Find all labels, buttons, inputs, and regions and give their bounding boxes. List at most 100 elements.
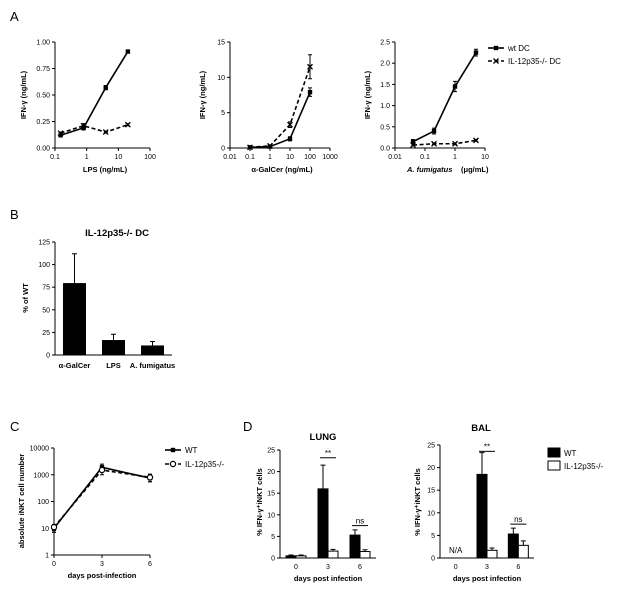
- chart-a2-ylabel: IFN-γ (ng/mL): [198, 70, 207, 119]
- chart-a2-series-0-point: [287, 136, 293, 142]
- chart-d2-sig-day3-label: **: [484, 442, 490, 451]
- chart-a1-series-0-line: [60, 51, 129, 137]
- chart-d1-errorbar: [288, 554, 294, 556]
- chart-a1-series-1-point: [102, 129, 109, 136]
- chart-d2-ytick-label: 20: [427, 465, 435, 472]
- chart-b-ytick-label: 100: [38, 262, 50, 269]
- chart-c-series-1-point: [146, 474, 154, 481]
- chart-a3-series-0-line: [412, 52, 477, 143]
- chart-b-bar: [102, 340, 125, 356]
- chart-d1-ytick-label: 10: [267, 512, 275, 519]
- chart-b-errorbar: [111, 333, 116, 341]
- chart-a3-xlabel-italic: A. fumigatus: [406, 165, 452, 174]
- chart-d2-errorbar: [479, 452, 485, 475]
- chart-d1-xtick-label: 3: [326, 564, 330, 571]
- chart-a3-series-0-point: [410, 139, 416, 144]
- chart-a1-xtick-label: 0.1: [50, 154, 60, 161]
- chart-b-title: IL-12p35-/- DC: [85, 228, 149, 239]
- panel-label-c: C: [10, 419, 19, 434]
- chart-d1-errorbar: [298, 554, 304, 556]
- chart-b-ytick-label: 125: [38, 240, 50, 247]
- chart-d2-errorbar: [489, 547, 495, 551]
- chart-a2-ytick-label: 0: [221, 146, 225, 153]
- chart-c-series-0-line: [53, 466, 151, 529]
- chart-b-errorbar: [150, 340, 155, 346]
- chart-d2-ytick-label: 5: [431, 533, 435, 540]
- chart-d1-errorbar: [362, 549, 368, 552]
- chart-c-xlabel: days post-infection: [68, 571, 137, 580]
- chart-a2-ytick-label: 10: [217, 75, 225, 82]
- chart-a3-ytick-label: 1.5: [380, 82, 390, 89]
- chart-a1-series-1-line: [60, 123, 129, 134]
- chart-d2-ytick-label: 0: [431, 556, 435, 563]
- chart-a2-series-0-point: [307, 89, 313, 95]
- chart-a3-xtick-label: 10: [481, 154, 489, 161]
- chart-c-ytick-label: 100: [37, 499, 49, 506]
- chart-a3-ytick-label: 0.5: [380, 124, 390, 131]
- chart-a1-xtick-label: 1: [85, 154, 89, 161]
- legend-a-label-ko: IL-12p35-/- DC: [508, 57, 561, 66]
- chart-d2-xtick-label: 6: [516, 564, 520, 571]
- panel-label-d: D: [243, 419, 252, 434]
- chart-a1-ylabel: IFN-γ (ng/mL): [19, 70, 28, 119]
- chart-c-ytick-label: 10000: [30, 446, 50, 453]
- legend-c-marker-wt: [170, 447, 176, 453]
- chart-a2-series-1-point: [267, 142, 273, 149]
- chart-a3-ytick-label: 2.0: [380, 61, 390, 68]
- chart-a1-xtick-label: 10: [114, 154, 122, 161]
- chart-a3-series-1-point: [473, 137, 479, 144]
- chart-d2-sig-day6-label: ns: [514, 515, 522, 524]
- chart-a2-xtick-label: 0.1: [245, 154, 255, 161]
- chart-a1-series-1-point: [57, 130, 64, 137]
- chart-a2-series-1-line: [249, 66, 311, 149]
- chart-d2-xtick-label: 3: [485, 564, 489, 571]
- legend-d-swatch-wt: [547, 447, 561, 458]
- chart-a3-xlabel: (μg/mL): [461, 165, 489, 174]
- chart-d1-errorbar: [320, 464, 326, 489]
- legend-d-label-wt: WT: [564, 449, 577, 458]
- chart-a3-xtick-label: 1: [453, 154, 457, 161]
- chart-a3-ylabel: IFN-γ (ng/mL): [363, 70, 372, 119]
- chart-d1-xtick-label: 0: [294, 564, 298, 571]
- chart-d2-errorbar: [510, 527, 516, 535]
- chart-a2-ytick-label: 5: [221, 110, 225, 117]
- chart-c-xtick-label: 0: [52, 561, 56, 568]
- chart-a2-xtick-label: 1: [268, 154, 272, 161]
- chart-a1-ytick-label: 0.25: [36, 119, 50, 126]
- chart-c-xtick-label: 6: [148, 561, 152, 568]
- legend-a-label-wt: wt DC: [507, 44, 530, 53]
- chart-a2-series-1-point: [247, 144, 253, 151]
- chart-d1-ytick-label: 0: [271, 556, 275, 563]
- chart-a3-series-1-point: [431, 140, 437, 147]
- chart-d2-xlabel: days post infection: [453, 574, 522, 583]
- chart-a1-ytick-label: 0.75: [36, 66, 50, 73]
- chart-a1-ytick-label: 0.00: [36, 146, 50, 153]
- legend-d-label-ko: IL-12p35-/-: [564, 462, 603, 471]
- chart-a2-xtick-label: 1000: [322, 154, 338, 161]
- chart-c-ytick-label: 1: [45, 553, 49, 560]
- chart-a3-series-0-point: [431, 128, 437, 134]
- chart-a1-series-1-point: [124, 121, 131, 128]
- chart-d1-bar: [327, 550, 339, 559]
- chart-d1-bar: [317, 488, 329, 559]
- chart-a1-series-0-point: [58, 133, 63, 138]
- chart-a1-xtick-label: 100: [144, 154, 156, 161]
- chart-d1-errorbar: [352, 529, 358, 536]
- chart-a2-axes: [229, 42, 330, 149]
- chart-a3-axes: [394, 42, 485, 149]
- chart-d1-ytick-label: 20: [267, 469, 275, 476]
- chart-d1-xlabel: days post infection: [294, 574, 363, 583]
- chart-d1-bar: [295, 555, 307, 559]
- chart-a2-series-1-point: [287, 121, 293, 128]
- chart-d2-errorbar: [520, 540, 526, 546]
- chart-a2-xtick-label: 0.01: [223, 154, 237, 161]
- chart-b-bar: [63, 283, 86, 356]
- chart-a1-series-1-point: [80, 122, 87, 129]
- legend-a-marker-ko: [493, 58, 499, 64]
- panel-label-a: A: [10, 9, 19, 24]
- chart-a1-series-0-point: [125, 49, 131, 54]
- chart-d2-bar: [507, 533, 519, 559]
- chart-a3-series-1-line: [413, 139, 477, 146]
- chart-d2-xtick-label: 0: [454, 564, 458, 571]
